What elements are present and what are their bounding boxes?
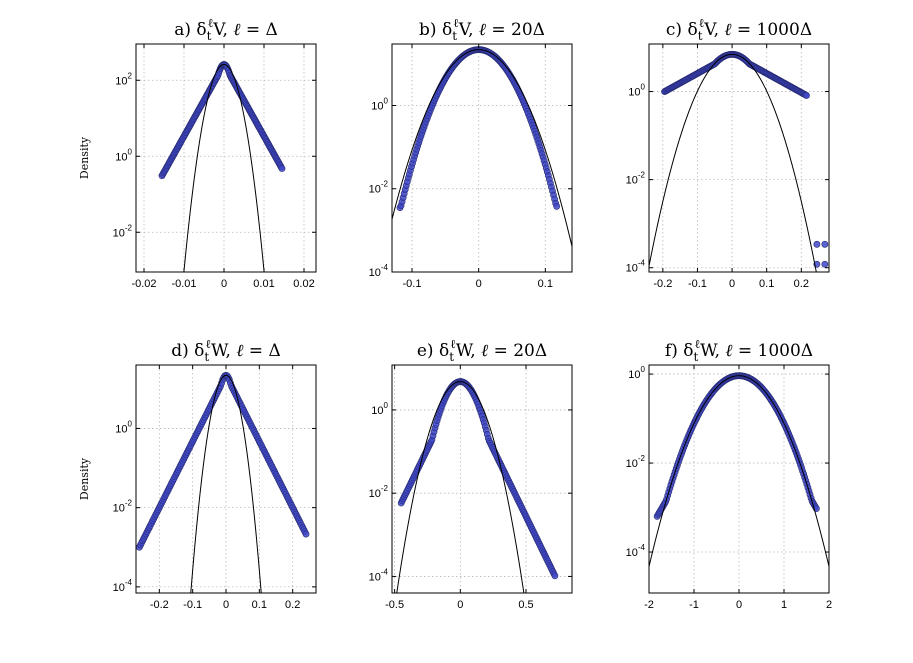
density-point xyxy=(553,202,561,210)
x-tick-label: 1 xyxy=(781,599,787,611)
empirical-markers xyxy=(397,378,559,580)
panel-6: -2 -1 0 1 2 100 10-2 10-4 f) δtℓW, ℓ = 1000Δ xyxy=(626,337,832,611)
y-tick-label: 10-2 xyxy=(113,223,133,239)
empirical-markers xyxy=(158,61,286,180)
axes-frame xyxy=(135,43,317,273)
panel-3: -0.2 -0.1 0 0.1 0.2 100 10-2 10-4 c) δtℓV, ℓ = 1… xyxy=(626,16,830,290)
y-tick-label: 100 xyxy=(628,83,645,99)
x-tick-label: 0.02 xyxy=(293,278,314,290)
x-tick-label: -0.1 xyxy=(183,599,202,611)
x-tick-label: 0.2 xyxy=(794,278,809,290)
panel-5: -0.5 0 0.5 100 10-2 10-4 e) δtℓW, ℓ = 20Δ xyxy=(369,337,573,611)
y-tick-label: 10-4 xyxy=(626,259,646,275)
axes-frame xyxy=(391,43,573,273)
x-tick-label: 0 xyxy=(736,599,742,611)
y-tick-label: 10-2 xyxy=(626,171,646,187)
y-tick-label: 10-2 xyxy=(369,484,389,500)
panel-title: c) δtℓV, ℓ = 1000Δ xyxy=(666,16,812,43)
density-point xyxy=(278,165,286,172)
x-tick-label: 0 xyxy=(223,599,229,611)
x-tick-label: -2 xyxy=(644,599,654,611)
x-tick-label: -0.2 xyxy=(653,278,672,290)
y-tick-label: 10-2 xyxy=(113,499,133,515)
axes-frame xyxy=(135,364,317,594)
panel-1: -0.02 -0.01 0 0.01 0.02 102 100 10-2 a) δtℓV, ℓ … xyxy=(78,16,317,290)
x-tick-label: -0.1 xyxy=(403,278,422,290)
x-tick-label: 0.1 xyxy=(538,278,553,290)
y-tick-label: 10-4 xyxy=(369,263,389,279)
gaussian-reference-curve xyxy=(190,374,262,593)
x-tick-label: 0 xyxy=(457,599,463,611)
gaussian-reference-curve xyxy=(649,53,817,272)
y-tick-label: 10-4 xyxy=(626,543,646,559)
panel-2: -0.1 0 0.1 100 10-2 10-4 b) δtℓV, ℓ = 20Δ xyxy=(369,16,573,290)
density-point xyxy=(821,240,829,248)
gaussian-reference-curve xyxy=(183,63,265,272)
empirical-markers xyxy=(661,50,829,268)
y-tick-label: 10-2 xyxy=(369,180,389,196)
x-tick-label: 0.5 xyxy=(518,599,533,611)
x-tick-label: 0.01 xyxy=(253,278,274,290)
empirical-markers xyxy=(653,372,820,520)
y-tick-label: 100 xyxy=(371,401,388,417)
x-tick-label: 0 xyxy=(476,278,482,290)
y-tick-label: 100 xyxy=(628,365,645,381)
y-tick-label: 100 xyxy=(115,419,132,435)
density-point xyxy=(302,530,310,538)
panel-title: a) δtℓV, ℓ = Δ xyxy=(174,16,278,43)
y-tick-label: 102 xyxy=(115,71,132,87)
x-tick-label: -0.2 xyxy=(150,599,169,611)
density-point xyxy=(813,240,821,248)
y-tick-label: 100 xyxy=(115,147,132,163)
density-point xyxy=(821,260,829,268)
axes-frame xyxy=(391,364,573,594)
x-tick-label: -0.5 xyxy=(385,599,404,611)
y-tick-label: 100 xyxy=(371,96,388,112)
x-tick-label: -0.02 xyxy=(131,278,156,290)
panel-title: b) δtℓV, ℓ = 20Δ xyxy=(419,16,545,43)
y-tick-label: 10-4 xyxy=(113,578,133,594)
x-tick-label: -0.1 xyxy=(688,278,707,290)
axes-frame xyxy=(648,43,830,273)
y-tick-label: 10-4 xyxy=(369,567,389,583)
x-tick-label: 0.1 xyxy=(759,278,774,290)
x-tick-label: 0.1 xyxy=(252,599,267,611)
x-tick-label: -0.01 xyxy=(171,278,196,290)
gaussian-reference-curve xyxy=(649,375,829,567)
y-tick-label: 10-2 xyxy=(626,454,646,470)
panel-title: e) δtℓW, ℓ = 20Δ xyxy=(417,337,547,364)
x-tick-label: 2 xyxy=(826,599,832,611)
gaussian-reference-curve xyxy=(396,381,525,593)
empirical-markers xyxy=(136,371,310,551)
gaussian-reference-curve xyxy=(392,49,572,247)
y-axis-label: Density xyxy=(78,136,91,179)
x-tick-label: 0.2 xyxy=(285,599,300,611)
panel-title: d) δtℓW, ℓ = Δ xyxy=(171,337,281,364)
panel-4: -0.2 -0.1 0 0.1 0.2 100 10-2 10-4 d) δtℓW, ℓ = Δ… xyxy=(78,337,317,611)
y-axis-label: Density xyxy=(78,457,91,500)
density-point xyxy=(551,572,559,580)
x-tick-label: 0 xyxy=(729,278,735,290)
x-tick-label: 0 xyxy=(221,278,227,290)
x-tick-label: -1 xyxy=(689,599,699,611)
density-point xyxy=(803,92,810,99)
panel-title: f) δtℓW, ℓ = 1000Δ xyxy=(665,337,813,364)
